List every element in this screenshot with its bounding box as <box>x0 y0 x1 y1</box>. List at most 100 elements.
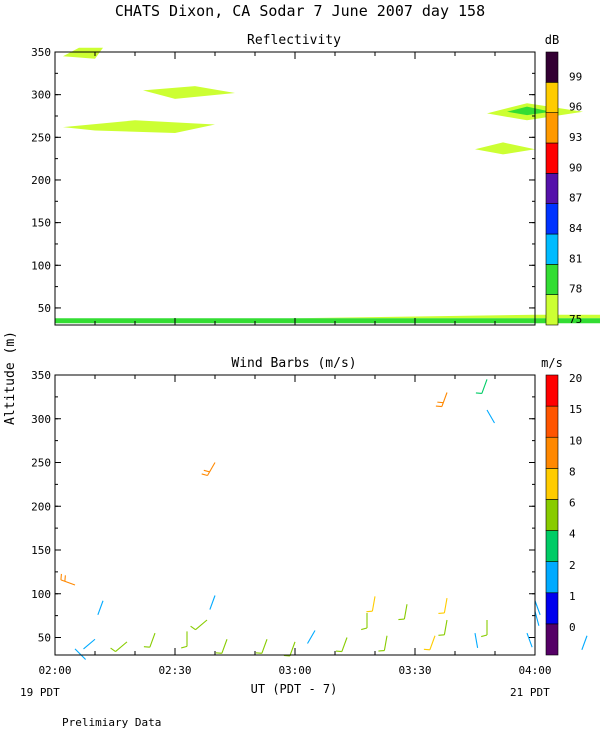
colorbar-unit: m/s <box>541 356 563 370</box>
plot-frame <box>54 51 536 326</box>
colorbar-label: 96 <box>569 101 582 114</box>
wind-barb <box>438 619 448 636</box>
colorbar-segment <box>545 294 559 326</box>
wind-barb <box>143 632 156 648</box>
colorbar-label: 15 <box>569 403 582 416</box>
wind-barb <box>438 598 448 614</box>
colorbar-segment <box>545 468 559 500</box>
x-tick-label: 03:30 <box>398 664 431 677</box>
x-tick-label: 02:30 <box>158 664 191 677</box>
colorbar-segment <box>545 623 559 656</box>
contour-region <box>507 106 551 116</box>
colorbar-label: 99 <box>569 70 582 83</box>
colorbar-label: 6 <box>569 497 576 510</box>
colorbar-segment <box>545 51 559 83</box>
colorbar-segment <box>545 530 559 562</box>
contour-region <box>55 318 600 324</box>
y-axis-label: Altitude (m) <box>3 331 18 425</box>
y-tick-label: 350 <box>31 369 51 382</box>
preliminary-note: Prelimiary Data <box>62 716 161 729</box>
plot-frame <box>54 374 536 656</box>
wind-barb <box>581 635 588 651</box>
x-tick-label: 04:00 <box>518 664 551 677</box>
wind-barb <box>361 613 368 631</box>
wind-barb <box>475 379 488 395</box>
wind-barb <box>481 620 488 638</box>
wind-barb <box>255 639 268 654</box>
colorbar: m/s 0 1 2 4 6 8 10 15 20 <box>541 356 582 656</box>
wind-barb <box>366 596 376 613</box>
wind-barb <box>110 641 128 652</box>
colorbar-label: 20 <box>569 372 582 385</box>
y-tick-label: 100 <box>31 588 51 601</box>
y-tick-label: 300 <box>31 89 51 102</box>
y-tick-label: 200 <box>31 500 51 513</box>
colorbar-segment <box>545 374 559 407</box>
wind-barbs-panel: Wind Barbs (m/s)5010015020025030035002:0… <box>31 356 588 677</box>
y-tick-label: 150 <box>31 217 51 230</box>
colorbar-label: 78 <box>569 283 582 296</box>
contour-region <box>63 47 103 59</box>
y-tick-label: 150 <box>31 544 51 557</box>
contour-region <box>475 142 535 155</box>
colorbar-label: 8 <box>569 465 576 478</box>
end-day-label: 21 PDT <box>510 686 550 699</box>
x-tick-label: 02:00 <box>38 664 71 677</box>
colorbar-label: 87 <box>569 192 582 205</box>
contour-region <box>143 86 235 99</box>
figure-title: CHATS Dixon, CA Sodar 7 June 2007 day 15… <box>115 2 485 20</box>
wind-barb <box>283 641 296 657</box>
wind-barbs <box>60 379 588 660</box>
wind-barb <box>526 632 533 648</box>
wind-barb <box>423 635 436 651</box>
y-tick-label: 250 <box>31 457 51 470</box>
wind-barb <box>534 600 541 616</box>
colorbar-label: 93 <box>569 131 582 144</box>
colorbar-segment <box>545 203 559 235</box>
wind-barb <box>209 595 216 610</box>
colorbar-label: 84 <box>569 222 583 235</box>
y-tick-label: 100 <box>31 259 51 272</box>
y-tick-label: 50 <box>38 302 51 315</box>
colorbar: dB 75 78 81 84 87 90 93 96 99 <box>545 33 583 326</box>
colorbar-segment <box>545 82 559 113</box>
wind-barb <box>190 619 208 631</box>
colorbar-label: 90 <box>569 161 582 174</box>
colorbar-segment <box>545 264 559 295</box>
reflectivity-panel: Reflectivity 50 100 150 200 250 300 350 dB 75 78 81… <box>31 33 600 326</box>
colorbar-segment <box>545 499 559 531</box>
wind-barb <box>486 409 495 424</box>
wind-barb <box>201 462 216 477</box>
wind-barb <box>378 635 388 652</box>
wind-barb <box>474 633 479 648</box>
wind-barb <box>97 600 104 616</box>
y-tick-label: 50 <box>38 632 51 645</box>
y-tick-label: 250 <box>31 131 51 144</box>
wind-barb <box>335 637 348 653</box>
wind-barb <box>435 392 448 408</box>
reflectivity-contours <box>55 47 600 324</box>
x-axis-label: UT (PDT - 7) <box>251 682 338 696</box>
wind-barb <box>60 573 76 586</box>
x-tick-label: 03:00 <box>278 664 311 677</box>
colorbar-label: 4 <box>569 528 576 541</box>
colorbar-label: 75 <box>569 313 582 326</box>
colorbar-segment <box>545 142 559 174</box>
colorbar-segment <box>545 561 559 594</box>
panel-title: Reflectivity <box>247 33 341 48</box>
panel-title: Wind Barbs (m/s) <box>231 356 356 371</box>
contour-region <box>63 120 215 133</box>
wind-barb <box>83 638 96 650</box>
colorbar-segment <box>545 233 559 265</box>
contour-region <box>55 314 600 319</box>
wind-barb <box>181 631 188 649</box>
colorbar-segment <box>545 592 559 625</box>
wind-barb <box>398 604 408 621</box>
colorbar-label: 2 <box>569 559 576 572</box>
start-day-label: 19 PDT <box>20 686 60 699</box>
wind-barb <box>74 648 86 660</box>
colorbar-label: 10 <box>569 434 582 447</box>
colorbar-segment <box>545 112 559 144</box>
colorbar-segment <box>545 436 559 469</box>
